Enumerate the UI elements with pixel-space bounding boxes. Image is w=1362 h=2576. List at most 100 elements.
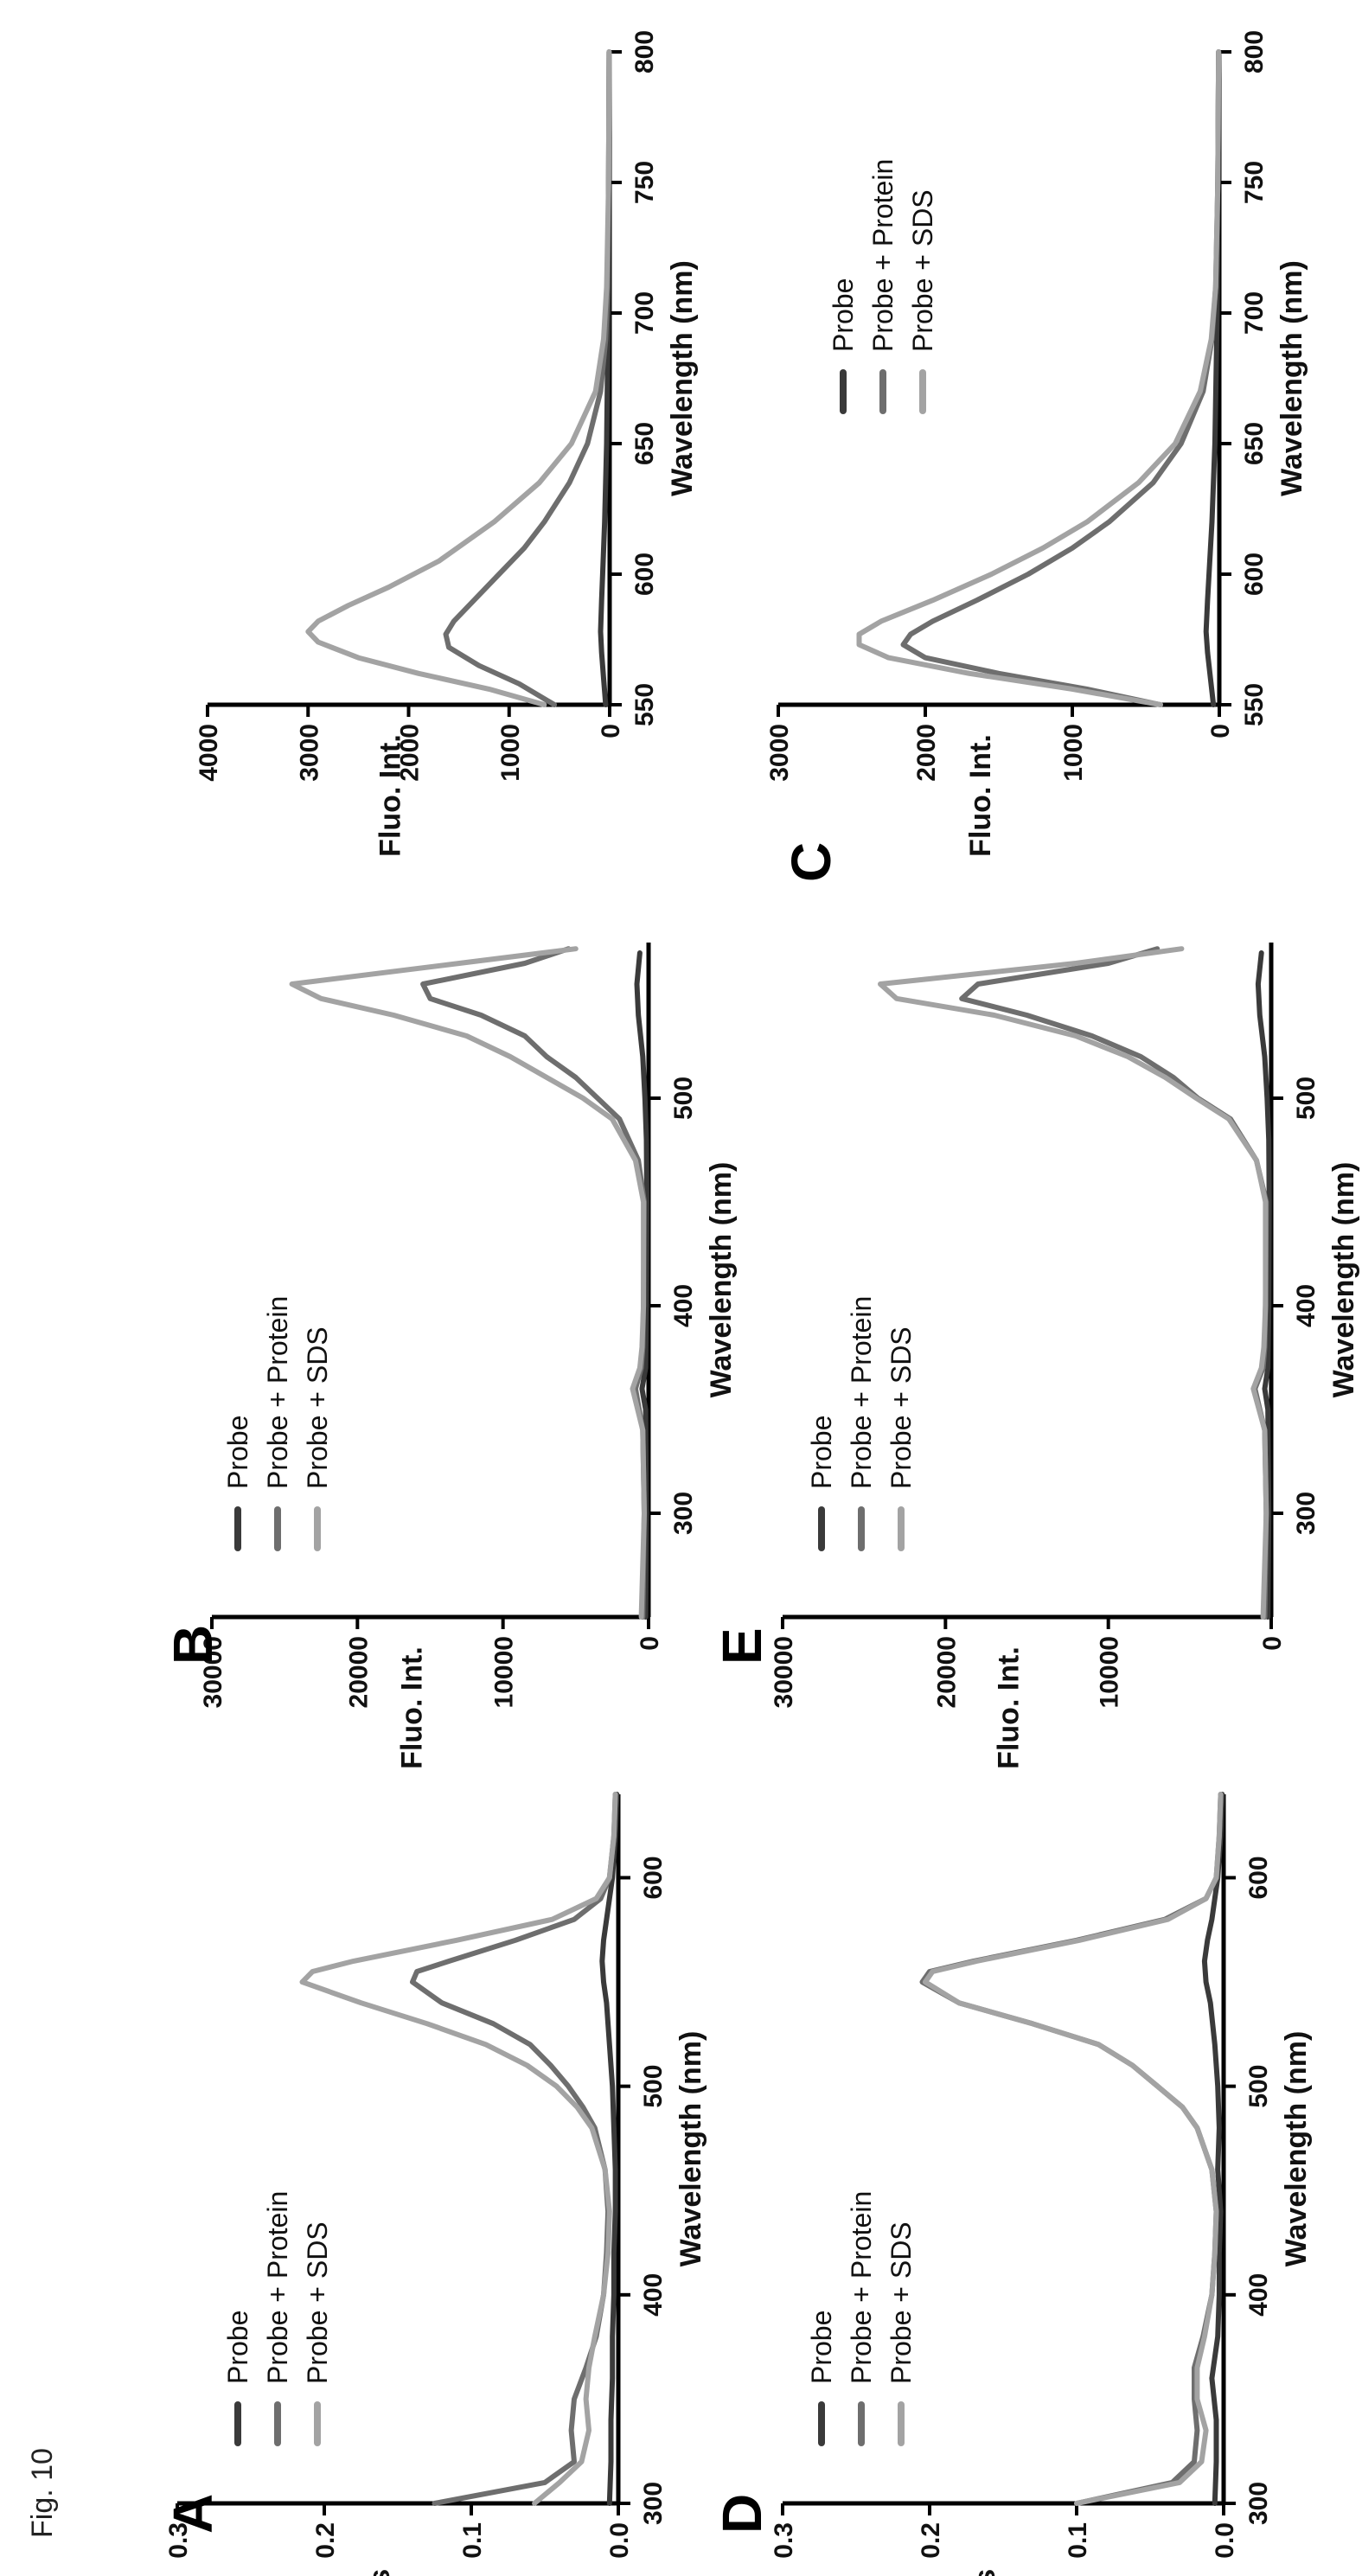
x-tick-label: 400: [639, 2273, 668, 2317]
panel-letter: E: [711, 1627, 773, 1665]
x-tick-label: 700: [1240, 291, 1269, 335]
y-axis-label: abs: [969, 2569, 1001, 2576]
x-tick-label: 500: [1244, 2065, 1273, 2108]
y-tick-label: 0.1: [1064, 2522, 1092, 2559]
y-tick-label: 0.2: [917, 2522, 945, 2559]
y-tick-label: 3000: [765, 724, 794, 782]
panel-letter: B: [162, 1625, 224, 1665]
x-axis-label: Wavelength (nm): [666, 260, 699, 496]
chart-panel-c: 0 1000 2000 3000 4000 550 600 650 700 750 800 Wavel…: [195, 30, 938, 882]
panel-letter: C: [780, 842, 842, 882]
legend-label: Probe + Protein: [867, 159, 898, 352]
x-tick-label: 550: [1240, 683, 1269, 726]
legend-label: Probe + SDS: [302, 1326, 333, 1489]
y-tick-label: 0.3: [770, 2522, 798, 2559]
chart-panel-b: 0 10000 20000 30000 300 400 500 Wavelength (nm)…: [162, 943, 738, 1769]
x-tick-label: 700: [630, 291, 659, 335]
x-axis-label: Wavelength (nm): [1276, 260, 1308, 496]
y-tick-label: 0.1: [458, 2522, 487, 2559]
x-tick-label: 600: [630, 553, 659, 596]
y-tick-label: 2000: [396, 724, 425, 782]
legend-label: Probe + SDS: [886, 2221, 917, 2384]
x-tick-label: 500: [1292, 1077, 1320, 1120]
y-tick-label: 0: [1258, 1636, 1287, 1651]
y-tick-label: 0.3: [164, 2522, 193, 2559]
legend-label: Probe + Protein: [846, 2191, 877, 2384]
series-line-probe-protein: [900, 49, 1222, 707]
x-tick-label: 300: [1244, 2482, 1273, 2525]
y-tick-label: 10000: [490, 1636, 519, 1708]
panel-letter: D: [711, 2494, 773, 2534]
chart-panel-a: 0.0 0.1 0.2 0.3 300 400 500 600 Wavelength (nm) a…: [162, 1792, 707, 2576]
series-line-probe-protein: [410, 1792, 618, 2506]
chart-panel-d: 0.0 0.1 0.2 0.3 300 400 500 600 Wavelength (nm) a…: [711, 1792, 1313, 2576]
series-line-probe-protein: [919, 1792, 1224, 2506]
legend-label: Probe + Protein: [846, 1296, 877, 1489]
x-tick-label: 300: [639, 2482, 668, 2525]
y-tick-label: 3000: [295, 724, 323, 782]
panel-letter: A: [162, 2494, 224, 2534]
figure-label: Fig. 10: [26, 2448, 59, 2538]
series-line-probe: [599, 1792, 620, 2506]
series-line-probe-sds: [299, 1792, 618, 2506]
y-axis-label: Fluo. Int.: [964, 734, 997, 857]
x-axis-label: Wavelength (nm): [1280, 2031, 1313, 2267]
legend-label: Probe + Protein: [262, 1296, 293, 1489]
y-tick-label: 0: [636, 1636, 664, 1651]
x-tick-label: 500: [639, 2065, 668, 2108]
legend-label: Probe + SDS: [907, 189, 938, 352]
legend-label: Probe + Protein: [262, 2191, 293, 2384]
x-tick-label: 600: [639, 1856, 668, 1899]
panels-group: 0.0 0.1 0.2 0.3 300 400 500 600 Wavelength (nm) a…: [162, 30, 1360, 2576]
chart-panel-e: 0 10000 20000 30000 300 400 500 Wavelength (nm)…: [711, 943, 1360, 1769]
x-axis-label: Wavelength (nm): [1327, 1162, 1360, 1398]
series-line-probe: [1255, 950, 1272, 1620]
y-tick-label: 1000: [1059, 724, 1088, 782]
series-line-probe-protein: [443, 49, 612, 707]
x-tick-label: 300: [669, 1492, 698, 1535]
x-tick-label: 750: [1240, 161, 1269, 204]
y-tick-label: 4000: [195, 724, 223, 782]
legend-label: Probe: [828, 278, 859, 352]
chart-panel-f: 0 1000 2000 3000 550 600 650 700 750 800 Wavelengt…: [765, 30, 1308, 857]
x-tick-label: 500: [669, 1077, 698, 1120]
legend-label: Probe: [222, 2311, 253, 2384]
legend-label: Probe: [222, 1416, 253, 1489]
series-line-probe-protein: [420, 946, 647, 1620]
y-axis-label: Fluo. Int.: [993, 1646, 1026, 1769]
x-tick-label: 600: [1244, 1856, 1273, 1899]
y-tick-label: 30000: [199, 1636, 227, 1708]
x-tick-label: 600: [1240, 553, 1269, 596]
x-tick-label: 750: [630, 161, 659, 204]
y-tick-label: 0: [1206, 724, 1235, 738]
x-tick-label: 300: [1292, 1492, 1320, 1535]
x-tick-label: 400: [669, 1284, 698, 1327]
legend-label: Probe + SDS: [886, 1326, 917, 1489]
x-tick-label: 400: [1244, 2273, 1273, 2317]
series-line-probe-sds: [878, 946, 1269, 1620]
y-tick-label: 1000: [496, 724, 525, 782]
y-tick-label: 20000: [932, 1636, 961, 1708]
y-tick-label: 0.2: [311, 2522, 340, 2559]
x-tick-label: 400: [1292, 1284, 1320, 1327]
legend-label: Probe: [806, 1416, 837, 1489]
legend-label: Probe: [806, 2311, 837, 2384]
series-line-probe: [1201, 1792, 1225, 2506]
y-tick-label: 0.0: [605, 2522, 634, 2559]
y-axis-label: Fluo. Int.: [396, 1646, 429, 1769]
x-tick-label: 650: [1240, 422, 1269, 465]
y-tick-label: 2000: [912, 724, 941, 782]
series-line-probe-sds: [289, 946, 647, 1620]
series-line-probe-sds: [922, 1792, 1224, 2506]
series-line-probe-sds: [856, 49, 1222, 707]
y-tick-label: 20000: [344, 1636, 373, 1708]
series-line-probe-sds: [305, 49, 612, 707]
x-tick-label: 550: [630, 683, 659, 726]
x-tick-label: 650: [630, 422, 659, 465]
y-axis-label: Fluo. Int.: [374, 734, 407, 857]
x-axis-label: Wavelength (nm): [675, 2031, 707, 2267]
y-tick-label: 0.0: [1211, 2522, 1239, 2559]
x-tick-label: 800: [630, 30, 659, 74]
x-tick-label: 800: [1240, 30, 1269, 74]
